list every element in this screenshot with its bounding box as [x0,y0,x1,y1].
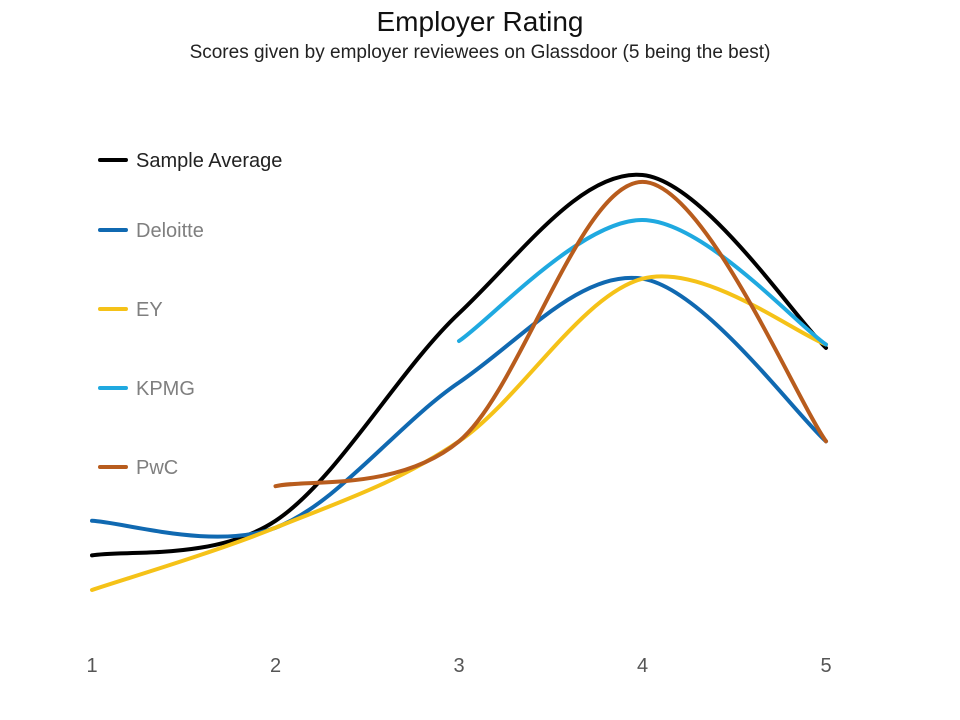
chart-title: Employer Rating [376,6,584,37]
legend: Sample Average Deloitte EY KPMG PwC [98,150,282,479]
series-line-kpmg [457,217,828,347]
series-line-pwc [273,179,828,489]
x-tick-label: 3 [453,655,464,677]
legend-label: EY [136,299,163,321]
series-line-sample-average [90,172,828,558]
legend-label: Deloitte [136,220,204,242]
legend-label: KPMG [136,378,195,400]
x-tick-label: 2 [270,655,281,677]
series-lines [90,172,828,592]
x-tick-label: 5 [820,655,831,677]
x-axis-ticks: 1 2 3 4 5 [86,655,831,677]
series-line-deloitte [90,275,828,539]
legend-label: Sample Average [136,150,282,172]
chart-subtitle: Scores given by employer reviewees on Gl… [189,42,771,63]
x-tick-label: 4 [637,655,648,677]
legend-label: PwC [136,457,178,479]
x-tick-label: 1 [86,655,97,677]
